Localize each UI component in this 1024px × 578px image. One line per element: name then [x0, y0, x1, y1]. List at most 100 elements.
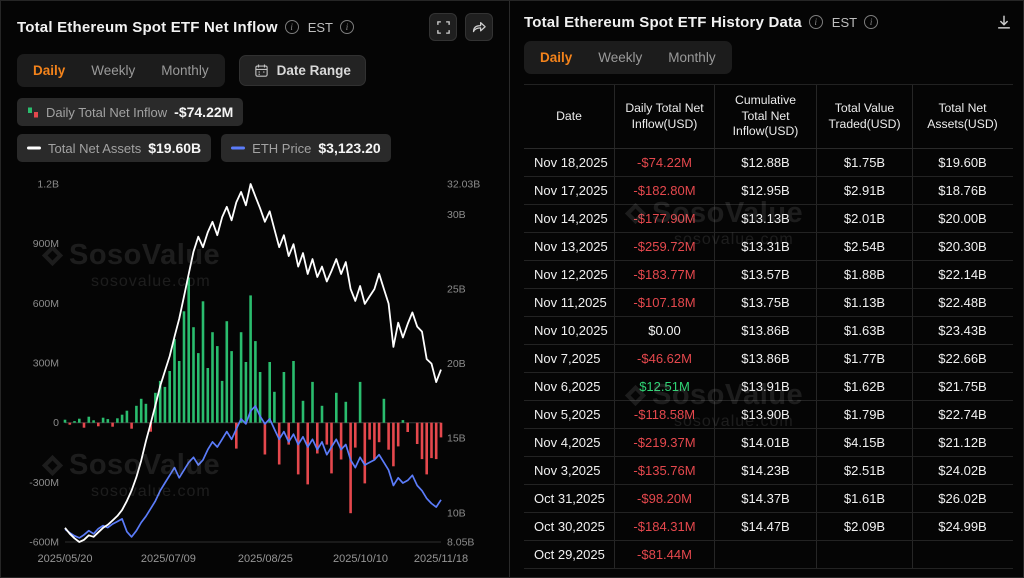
cell-traded: $1.62B: [843, 379, 886, 394]
cell-assets: $19.60B: [938, 155, 987, 170]
svg-text:900M: 900M: [33, 238, 59, 250]
eth-legend-label: ETH Price: [252, 140, 312, 156]
col-header-date: Date: [556, 108, 582, 123]
timezone-info-icon[interactable]: i: [339, 20, 354, 34]
calendar-icon: [254, 64, 268, 77]
svg-text:2025/10/10: 2025/10/10: [333, 553, 388, 565]
cell-cumulative: $13.86B: [741, 351, 790, 366]
cell-cumulative: $13.91B: [741, 379, 790, 394]
svg-text:8.05B: 8.05B: [447, 537, 474, 549]
cell-date: Oct 29,2025: [534, 547, 605, 562]
info-icon[interactable]: i: [808, 15, 823, 29]
cell-inflow: -$259.72M: [633, 239, 696, 254]
cell-date: Nov 4,2025: [534, 435, 601, 450]
legend-total-net-assets[interactable]: Total Net Assets $19.60B: [17, 134, 212, 162]
share-icon: [472, 21, 486, 32]
chart-area: 1.2B 900M 600M 300M 0 -300M -600M 32.03B 30B 25B 2…: [17, 170, 493, 575]
right-timeframe-tabs: Daily Weekly Monthly: [524, 41, 732, 74]
svg-text:2025/07/09: 2025/07/09: [141, 553, 196, 565]
table-row: Nov 14,2025 -$177.90M $13.13B $2.01B $20…: [524, 205, 1013, 233]
cell-traded: $1.88B: [843, 267, 886, 282]
left-panel-header: Total Ethereum Spot ETF Net Inflow i EST…: [17, 13, 493, 41]
cell-traded: $2.09B: [843, 519, 886, 534]
inflow-legend-value: -$74.22M: [174, 104, 234, 120]
cell-date: Nov 18,2025: [534, 155, 608, 170]
table-row: Nov 11,2025 -$107.18M $13.75B $1.13B $22…: [524, 289, 1013, 317]
share-button[interactable]: [465, 13, 493, 41]
cell-assets: $20.30B: [938, 239, 987, 254]
tab-monthly[interactable]: Monthly: [655, 44, 728, 71]
col-header-net-assets: Total Net Assets(USD): [927, 100, 998, 131]
svg-text:-600M: -600M: [29, 537, 59, 549]
svg-text:32.03B: 32.03B: [447, 179, 480, 191]
cell-inflow: $12.51M: [639, 379, 690, 394]
table-row: Nov 6,2025 $12.51M $13.91B $1.62B $21.75…: [524, 373, 1013, 401]
cell-cumulative: $13.90B: [741, 407, 790, 422]
fullscreen-button[interactable]: [429, 13, 457, 41]
cell-cumulative: $14.23B: [741, 463, 790, 478]
cell-cumulative: $12.95B: [741, 183, 790, 198]
cell-traded: $1.61B: [843, 491, 886, 506]
right-panel-title: Total Ethereum Spot ETF History Data: [524, 13, 802, 31]
cell-cumulative: $14.37B: [741, 491, 790, 506]
tab-weekly[interactable]: Weekly: [78, 57, 148, 84]
cell-inflow: -$46.62M: [637, 351, 692, 366]
table-row: Oct 31,2025 -$98.20M $14.37B $1.61B $26.…: [524, 485, 1013, 513]
cell-inflow: -$118.58M: [633, 407, 696, 422]
right-controls-row: Daily Weekly Monthly: [524, 41, 1013, 74]
cell-traded: $2.01B: [843, 211, 886, 226]
cell-traded: $1.77B: [843, 351, 886, 366]
timezone-label: EST: [307, 19, 333, 35]
legend-eth-price[interactable]: ETH Price $3,123.20: [221, 134, 391, 162]
svg-text:30B: 30B: [447, 209, 466, 221]
tab-weekly[interactable]: Weekly: [585, 44, 655, 71]
cell-date: Nov 12,2025: [534, 267, 608, 282]
cell-date: Nov 7,2025: [534, 351, 601, 366]
netflow-chart[interactable]: 1.2B 900M 600M 300M 0 -300M -600M 32.03B 30B 25B 2…: [17, 170, 493, 570]
fullscreen-icon: [436, 20, 450, 34]
assets-line-icon: [27, 146, 41, 150]
table-body: Nov 18,2025 -$74.22M $12.88B $1.75B $19.…: [524, 149, 1013, 569]
cell-assets: $26.02B: [938, 491, 987, 506]
cell-inflow: -$182.80M: [633, 183, 696, 198]
cell-assets: $18.76B: [938, 183, 987, 198]
svg-text:1.2B: 1.2B: [37, 179, 59, 191]
svg-text:15B: 15B: [447, 433, 466, 445]
legend-daily-net-inflow[interactable]: Daily Total Net Inflow -$74.22M: [17, 98, 244, 126]
left-panel-title: Total Ethereum Spot ETF Net Inflow: [17, 18, 278, 36]
left-controls-row: Daily Weekly Monthly Date Range: [17, 54, 493, 87]
download-button[interactable]: [995, 13, 1013, 31]
cell-date: Nov 10,2025: [534, 323, 608, 338]
inflow-bars-icon: [28, 107, 38, 117]
tab-monthly[interactable]: Monthly: [148, 57, 221, 84]
cell-cumulative: $14.01B: [741, 435, 790, 450]
svg-text:2025/05/20: 2025/05/20: [37, 553, 92, 565]
cell-traded: $1.13B: [843, 295, 886, 310]
cell-assets: $21.12B: [938, 435, 987, 450]
cell-inflow: -$183.77M: [633, 267, 696, 282]
date-range-button[interactable]: Date Range: [238, 55, 366, 86]
cell-cumulative: $13.31B: [741, 239, 790, 254]
cell-date: Nov 14,2025: [534, 211, 608, 226]
cell-inflow: -$177.90M: [633, 211, 696, 226]
info-icon[interactable]: i: [284, 20, 299, 34]
cell-inflow: $0.00: [648, 323, 681, 338]
cell-assets: $22.66B: [938, 351, 987, 366]
cell-traded: $2.91B: [843, 183, 886, 198]
tab-daily[interactable]: Daily: [20, 57, 78, 84]
table-row: Nov 5,2025 -$118.58M $13.90B $1.79B $22.…: [524, 401, 1013, 429]
table-row: Nov 12,2025 -$183.77M $13.57B $1.88B $22…: [524, 261, 1013, 289]
cell-traded: $2.51B: [843, 463, 886, 478]
cell-traded: $1.63B: [843, 323, 886, 338]
cell-assets: $21.75B: [938, 379, 987, 394]
table-row: Nov 7,2025 -$46.62M $13.86B $1.77B $22.6…: [524, 345, 1013, 373]
right-panel-header: Total Ethereum Spot ETF History Data i E…: [524, 13, 1013, 31]
cell-cumulative: $12.88B: [741, 155, 790, 170]
eth-line-icon: [231, 146, 246, 150]
svg-text:600M: 600M: [33, 298, 59, 310]
tab-daily[interactable]: Daily: [527, 44, 585, 71]
cell-date: Nov 11,2025: [534, 295, 607, 310]
timezone-info-icon[interactable]: i: [864, 15, 879, 29]
cell-date: Oct 31,2025: [534, 491, 605, 506]
